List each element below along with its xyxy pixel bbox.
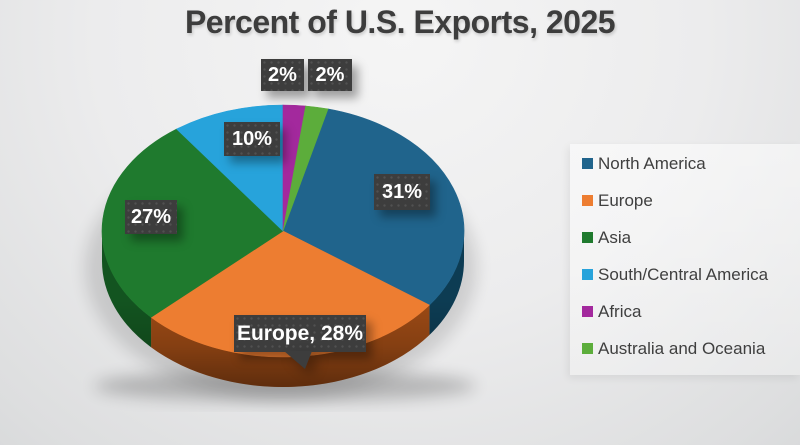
chart-title: Percent of U.S. Exports, 2025 bbox=[184, 4, 616, 40]
legend-swatch-icon bbox=[582, 232, 593, 243]
data-label-asia[interactable]: 27% bbox=[125, 200, 177, 234]
legend-item-asia[interactable]: Asia bbox=[582, 219, 800, 256]
pie-slice-north-america[interactable] bbox=[282, 108, 465, 306]
legend-label: North America bbox=[598, 153, 706, 173]
data-label-europe[interactable]: Europe, 28% bbox=[234, 315, 366, 369]
pie-slice-australia-and-oceania[interactable] bbox=[282, 105, 329, 232]
legend-swatch-icon bbox=[582, 343, 593, 354]
legend-swatch-icon bbox=[582, 158, 593, 169]
legend-label: Africa bbox=[598, 301, 642, 321]
legend-label: Europe bbox=[598, 190, 653, 210]
legend-item-africa[interactable]: Africa bbox=[582, 293, 800, 330]
legend-label: South/Central America bbox=[598, 264, 769, 284]
data-label-south-central-america[interactable]: 10% bbox=[224, 122, 280, 156]
data-label-europe-text: Europe, 28% bbox=[236, 321, 364, 345]
legend-item-australia-and-oceania[interactable]: Australia and Oceania bbox=[582, 330, 800, 367]
legend-swatch-icon bbox=[582, 195, 593, 206]
legend-item-north-america[interactable]: North America bbox=[582, 145, 800, 182]
legend-item-europe[interactable]: Europe bbox=[582, 182, 800, 219]
data-label-north-america[interactable]: 31% bbox=[374, 174, 430, 210]
data-label-australia-oceania[interactable]: 2% bbox=[308, 59, 352, 91]
pie-slice-asia[interactable] bbox=[101, 128, 284, 318]
legend-swatch-icon bbox=[582, 306, 593, 317]
legend-label: Asia bbox=[598, 227, 632, 247]
legend-label: Australia and Oceania bbox=[598, 338, 766, 358]
pie-rim-shading bbox=[102, 231, 464, 387]
callout-tail-icon bbox=[284, 351, 312, 369]
legend-rows: North America Europe Asia South/Central Ame… bbox=[582, 145, 800, 367]
legend-swatch-icon bbox=[582, 269, 593, 280]
data-label-africa[interactable]: 2% bbox=[261, 59, 304, 91]
legend: North America Europe Asia South/Central Ame… bbox=[570, 144, 800, 375]
legend-item-south-central-america[interactable]: South/Central America bbox=[582, 256, 800, 293]
